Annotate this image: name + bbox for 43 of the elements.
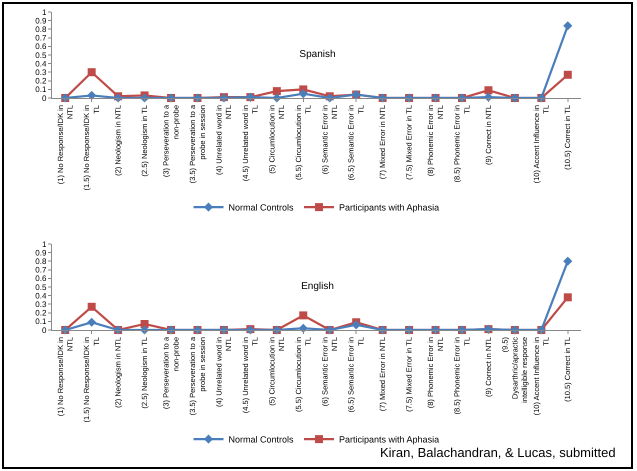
text: Kiran, Balachandran, & Lucas, submitted [380,445,616,460]
point [299,311,308,320]
y-tick-label: 0.6 [35,42,47,52]
y-tick-label: 0.8 [35,257,47,266]
y-tick-label: 0.7 [35,266,47,275]
point [88,68,96,76]
y-tick-label: 0 [42,326,47,335]
point [563,21,572,30]
point [272,87,281,96]
y-tick-label: 0 [42,94,47,103]
y-tick-label: 0.7 [35,34,47,43]
y-tick-label: 0.5 [35,50,47,60]
y-tick-label: 0.1 [35,85,47,94]
y-tick-label: 0.9 [35,16,47,26]
text: English [301,281,334,292]
point [564,70,572,79]
legend-label: Normal Controls [228,202,294,213]
point [140,320,149,328]
y-tick-label: 0.3 [35,300,47,309]
point [484,86,492,94]
point [563,256,572,266]
y-tick-label: 0.1 [35,317,47,326]
legend-label: Participants with Aphasia [339,202,440,213]
y-tick-label: 0.2 [35,76,47,86]
legend-label: Normal Controls [228,434,294,445]
point [298,89,308,98]
point [564,293,572,302]
point [88,302,96,311]
point [352,320,361,330]
point [87,318,96,327]
y-tick-label: 0.4 [35,291,47,300]
legend-label: Participants with Aphasia [339,434,440,445]
y-tick-label: 0.2 [35,308,47,318]
y-tick-label: 0.4 [35,59,47,68]
y-tick-label: 0.3 [35,68,47,77]
y-tick-label: 0.5 [35,282,47,292]
y-tick-label: 1 [42,8,47,17]
text: Spanish [299,49,336,60]
y-tick-label: 0.9 [35,248,47,258]
y-tick-label: 0.8 [35,25,47,34]
y-tick-label: 0.6 [35,274,47,284]
y-tick-label: 1 [42,240,47,249]
point [298,324,308,333]
